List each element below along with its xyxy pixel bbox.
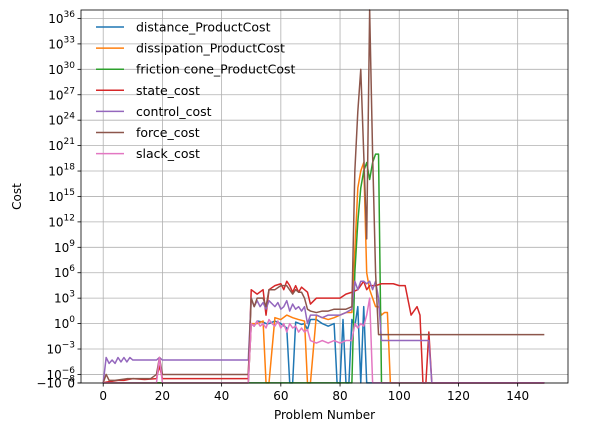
y-tick-base: 10 — [48, 37, 63, 51]
y-tick-label: 1036 — [48, 10, 75, 26]
y-tick-label: 103 — [54, 290, 75, 306]
x-axis-ticks: 0 20 40 60 80 100 120 140 — [99, 383, 529, 403]
y-tick-label: 1027 — [48, 86, 75, 102]
legend-entry: control_cost — [96, 104, 212, 119]
y-tick-base: 10 — [48, 88, 63, 102]
y-tick-label: −10−8 — [36, 375, 75, 391]
y-tick-base: 10 — [46, 368, 61, 382]
x-tick-label: 120 — [447, 389, 470, 403]
legend-label: distance_ProductCost — [136, 20, 271, 35]
y-tick-label: 1018 — [48, 163, 75, 179]
x-tick-label: 140 — [506, 389, 529, 403]
y-tick-exponent: 24 — [64, 112, 76, 122]
y-tick-label: 1012 — [48, 213, 75, 229]
legend-entry: friction cone_ProductCost — [96, 62, 296, 77]
y-tick-label: 1030 — [48, 61, 75, 77]
legend-label: friction cone_ProductCost — [136, 62, 296, 77]
series-line-state-cost — [102, 280, 545, 384]
y-tick-exponent: 18 — [64, 163, 76, 173]
y-tick-label: 1015 — [48, 188, 75, 204]
y-tick-exponent: 15 — [64, 188, 75, 198]
y-tick-label: 1033 — [48, 35, 75, 51]
y-tick-exponent: 3 — [69, 290, 75, 300]
legend-entry: dissipation_ProductCost — [96, 41, 285, 56]
x-tick-label: 80 — [332, 389, 347, 403]
y-tick-exponent: 6 — [69, 264, 75, 274]
y-tick-base: 10 — [54, 241, 69, 255]
y-tick-exponent: 27 — [64, 86, 75, 96]
y-tick-base: 10 — [54, 317, 69, 331]
series-line-slack-cost — [103, 297, 545, 384]
legend-label: control_cost — [136, 104, 212, 119]
y-tick-base: 10 — [48, 190, 63, 204]
y-tick-base: −10 — [36, 377, 61, 391]
x-tick-label: 100 — [388, 389, 411, 403]
x-tick-label: 0 — [99, 389, 107, 403]
y-tick-base: 10 — [48, 12, 63, 26]
y-axis-label: Cost — [10, 183, 24, 210]
y-tick-base: 10 — [48, 165, 63, 179]
legend-entry: distance_ProductCost — [96, 20, 271, 35]
y-tick-base: 10 — [48, 114, 63, 128]
y-axis-ticks: 1036103310301027102410211018101510121091… — [36, 10, 81, 391]
y-tick-exponent: 0 — [69, 315, 75, 325]
legend-entry: force_cost — [96, 125, 200, 140]
y-tick-exponent: 33 — [64, 35, 75, 45]
y-tick-exponent: 21 — [64, 137, 75, 147]
series-line-force-cost — [102, 9, 545, 384]
legend-label: force_cost — [136, 125, 200, 140]
y-tick-exponent: −3 — [62, 341, 75, 351]
y-tick-label: 1021 — [48, 137, 75, 153]
y-tick-exponent: 9 — [69, 239, 75, 249]
y-tick-exponent: 12 — [64, 213, 75, 223]
y-tick-base: 0 — [67, 376, 75, 390]
y-tick-label: 109 — [54, 239, 75, 255]
legend-label: dissipation_ProductCost — [136, 41, 285, 56]
legend-label: slack_cost — [136, 146, 200, 161]
series-lines — [102, 9, 545, 384]
y-tick-exponent: 30 — [64, 61, 76, 71]
y-tick-exponent: 36 — [64, 10, 76, 20]
y-tick-base: 10 — [54, 292, 69, 306]
legend: distance_ProductCost dissipation_ProductC… — [96, 20, 296, 161]
y-tick-base: 10 — [48, 63, 63, 77]
y-tick-base: 10 — [48, 215, 63, 229]
y-tick-base: 10 — [46, 343, 61, 357]
y-tick-label: 100 — [54, 315, 75, 331]
x-axis-label: Problem Number — [274, 408, 375, 422]
y-tick-label: 0 — [67, 376, 75, 390]
y-tick-exponent: −6 — [62, 366, 76, 376]
y-tick-base: 10 — [48, 139, 63, 153]
y-tick-label: 1024 — [48, 112, 75, 128]
x-tick-label: 40 — [214, 389, 229, 403]
legend-entry: slack_cost — [96, 146, 200, 161]
x-tick-label: 60 — [273, 389, 288, 403]
legend-entry: state_cost — [96, 83, 200, 98]
y-tick-label: 106 — [54, 264, 75, 280]
x-tick-label: 20 — [155, 389, 170, 403]
y-tick-label: 10−3 — [46, 341, 75, 357]
y-tick-base: 10 — [54, 266, 69, 280]
y-tick-exponent: −8 — [62, 375, 76, 385]
legend-label: state_cost — [136, 83, 200, 98]
grid-lines — [81, 10, 568, 384]
y-tick-label: 10−6 — [46, 366, 75, 382]
